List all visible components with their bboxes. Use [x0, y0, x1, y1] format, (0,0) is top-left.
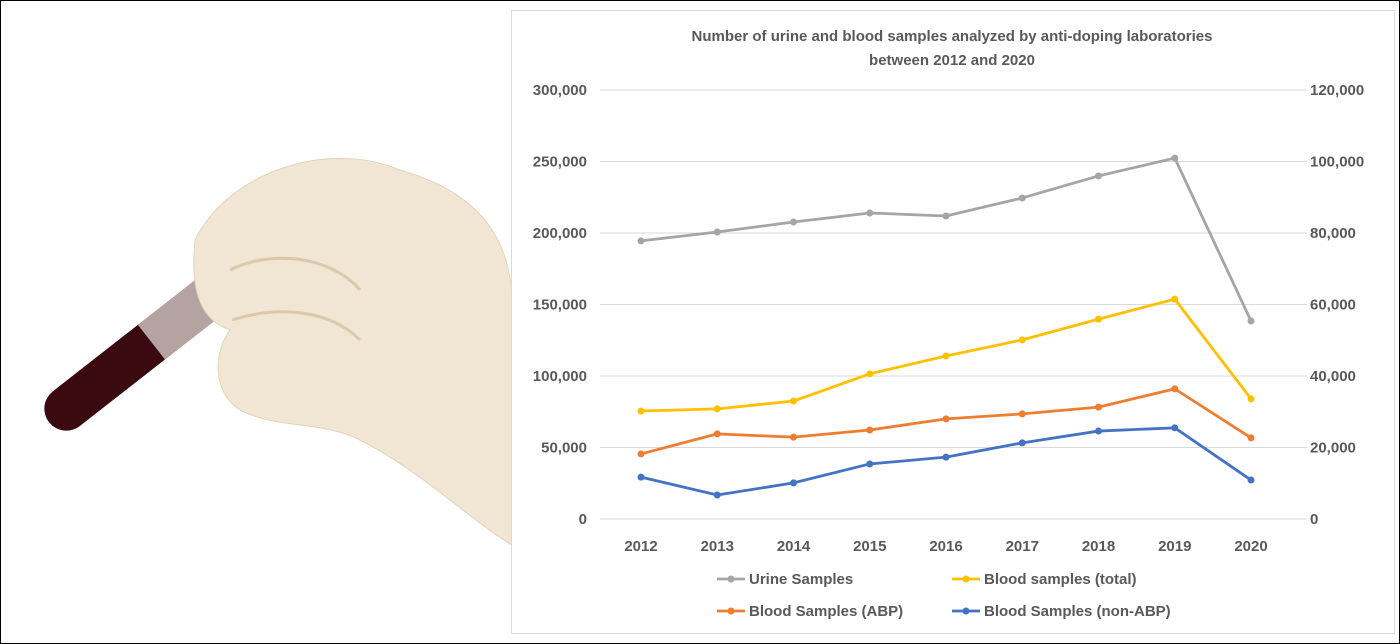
chart-title-line-1: Number of urine and blood samples analyz…: [692, 28, 1213, 45]
y-left-tick-label: 50,000: [541, 440, 587, 457]
x-tick-label: 2016: [929, 538, 962, 555]
data-point: [790, 397, 797, 405]
y-right-tick-label: 40,000: [1310, 368, 1356, 385]
series-line-3: [640, 426, 1252, 497]
data-point: [942, 453, 950, 461]
y-right-tick-label: 0: [1310, 511, 1318, 528]
data-point: [790, 218, 797, 226]
x-tick-label: 2018: [1082, 538, 1115, 555]
chart-panel: Number of urine and blood samples analyz…: [511, 10, 1395, 634]
y-right-tick-label: 60,000: [1310, 297, 1356, 314]
data-point: [1095, 172, 1102, 180]
data-point: [1095, 403, 1102, 411]
data-point: [637, 473, 645, 481]
data-point: [942, 352, 950, 360]
data-point: [942, 415, 950, 423]
x-tick-label: 2015: [853, 538, 886, 555]
legend-marker: [727, 607, 735, 615]
y-left-tick-label: 100,000: [533, 368, 587, 385]
legend-label: Blood Samples (non-ABP): [984, 603, 1171, 620]
data-point: [866, 370, 874, 378]
data-point: [1247, 317, 1255, 325]
data-point: [1095, 315, 1102, 323]
y-right-tick-label: 80,000: [1310, 225, 1356, 242]
y-right-tick-label: 120,000: [1310, 82, 1364, 99]
data-point: [1171, 385, 1179, 393]
x-tick-label: 2013: [701, 538, 734, 555]
data-point: [1018, 439, 1026, 447]
y-left-tick-label: 300,000: [533, 82, 587, 99]
data-point: [866, 460, 874, 468]
y-left-tick-label: 0: [579, 511, 587, 528]
y-left-tick-label: 150,000: [533, 297, 587, 314]
data-point: [1171, 424, 1179, 432]
x-tick-label: 2014: [777, 538, 811, 555]
legend-label: Urine Samples: [749, 571, 853, 588]
data-point: [1095, 427, 1102, 435]
legend-marker: [962, 575, 970, 583]
data-point: [1018, 410, 1026, 418]
data-point: [1018, 194, 1026, 202]
x-tick-label: 2020: [1234, 538, 1267, 555]
data-point: [1171, 295, 1179, 303]
data-point: [942, 212, 950, 220]
data-point: [866, 426, 874, 434]
data-point: [1018, 336, 1026, 344]
data-point: [637, 407, 645, 415]
x-tick-label: 2019: [1158, 538, 1191, 555]
data-point: [713, 430, 721, 438]
data-point: [713, 491, 721, 499]
data-point: [713, 228, 721, 236]
data-point: [866, 209, 874, 217]
legend-label: Blood Samples (ABP): [749, 603, 903, 620]
legend-label: Blood samples (total): [984, 571, 1137, 588]
y-left-tick-label: 250,000: [533, 154, 587, 171]
data-point: [637, 237, 645, 245]
chart-title-line-2: between 2012 and 2020: [869, 52, 1035, 69]
data-point: [1247, 434, 1255, 442]
x-tick-label: 2017: [1006, 538, 1039, 555]
y-left-tick-label: 200,000: [533, 225, 587, 242]
legend-marker: [727, 575, 735, 583]
legend-marker: [962, 607, 970, 615]
blood-tube-photo: [44, 158, 513, 546]
data-point: [790, 479, 797, 487]
data-point: [1247, 395, 1255, 403]
gloved-hand: [193, 158, 513, 546]
data-point: [1171, 154, 1179, 162]
y-right-tick-label: 100,000: [1310, 154, 1364, 171]
data-point: [637, 450, 645, 458]
data-point: [713, 405, 721, 413]
data-point: [790, 433, 797, 441]
x-tick-label: 2012: [624, 538, 657, 555]
y-right-tick-label: 20,000: [1310, 440, 1356, 457]
series-line-0: [640, 156, 1253, 322]
line-chart: Number of urine and blood samples analyz…: [533, 28, 1364, 620]
data-point: [1247, 476, 1255, 484]
